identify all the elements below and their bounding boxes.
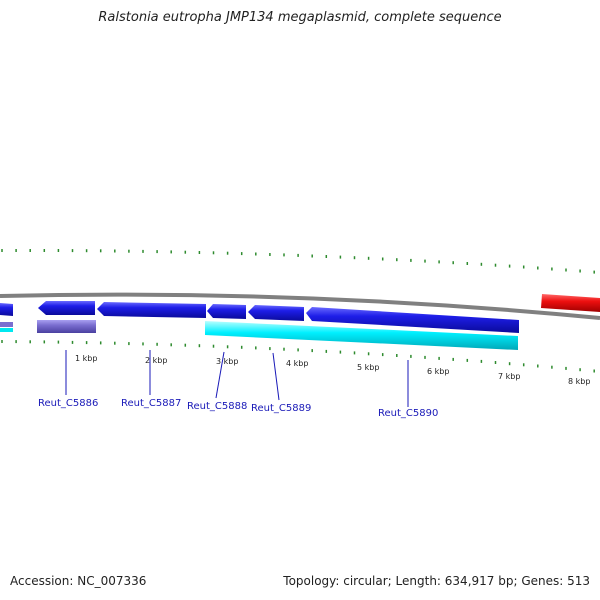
gene-labels: Reut_C5886 Reut_C5887 Reut_C5888 Reut_C5… [38,398,438,419]
gene-feature-left-edge[interactable] [0,303,13,316]
accession-text: Accession: NC_007336 [10,574,147,588]
gene-feature-left-lower[interactable] [0,322,13,327]
gene-label[interactable]: Reut_C5887 [121,398,181,409]
gene-reut-c5886[interactable] [38,301,95,315]
gene-reut-c5890[interactable] [306,307,519,333]
gene-reut-c5889[interactable] [248,305,304,321]
scale-label: 5 kbp [357,363,379,372]
gene-reut-c5887[interactable] [97,302,206,318]
gene-label[interactable]: Reut_C5886 [38,398,98,409]
scale-label: 6 kbp [427,367,449,376]
scale-label: 3 kbp [216,357,238,366]
scale-label: 1 kbp [75,354,97,363]
scale-label: 4 kbp [286,359,308,368]
scale-label: 8 kbp [568,377,590,386]
map-title: Ralstonia eutropha JMP134 megaplasmid, c… [98,10,502,25]
scale-label: 2 kbp [145,356,167,365]
gene-feature-lilac[interactable] [37,320,96,333]
gene-feature-red[interactable] [541,294,600,312]
gene-label[interactable]: Reut_C5888 [187,401,247,412]
gene-label[interactable]: Reut_C5890 [378,408,438,419]
inner-tick-row [1,340,595,373]
gene-feature-cyan[interactable] [205,321,518,350]
gene-label[interactable]: Reut_C5889 [251,403,311,414]
gene-reut-c5888[interactable] [207,304,246,319]
gene-feature-left-lower-cyan[interactable] [0,328,13,332]
sequence-backbone [0,292,600,320]
topology-summary: Topology: circular; Length: 634,917 bp; … [283,574,590,588]
scale-labels: 1 kbp 2 kbp 3 kbp 4 kbp 5 kbp 6 kbp 7 kb… [75,354,590,386]
gene-label-lines [65,350,409,407]
outer-tick-row [1,249,595,274]
scale-label: 7 kbp [498,372,520,381]
